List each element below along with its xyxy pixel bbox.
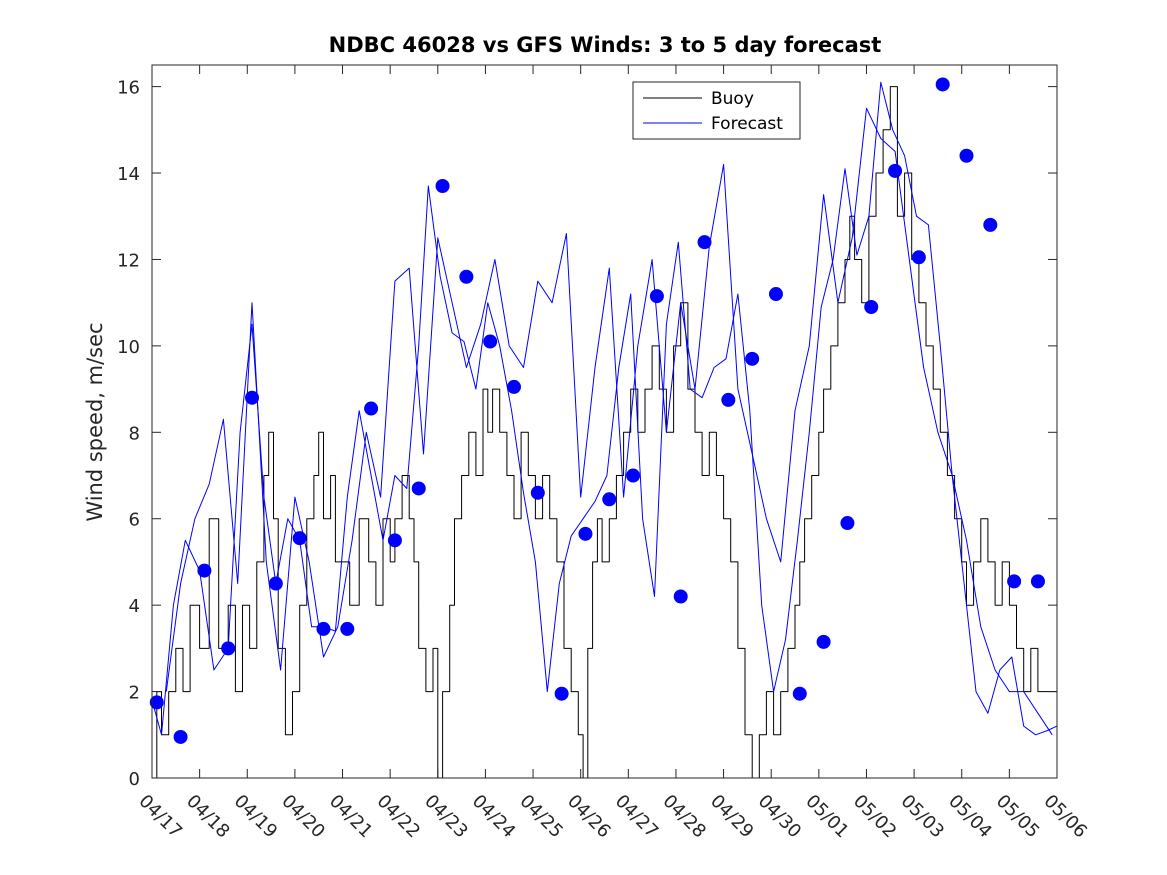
forecast-marker [649,289,664,304]
forecast-marker [268,576,283,591]
legend-label-buoy: Buoy [711,89,754,109]
forecast-line-2 [165,107,1053,736]
forecast-marker [911,250,926,265]
y-axis-label: Wind speed, m/sec [83,322,107,521]
buoy-line [152,86,1057,779]
forecast-marker [673,589,688,604]
legend-label-forecast: Forecast [711,114,783,134]
plot-area [152,65,1057,778]
forecast-marker [864,299,879,314]
forecast-marker [245,390,260,405]
forecast-marker [221,641,236,656]
forecast-marker [840,516,855,531]
legend: Buoy Forecast [632,81,801,140]
y-tick-label: 12 [117,250,140,271]
forecast-marker [1007,574,1022,589]
forecast-marker [530,485,545,500]
forecast-marker [959,148,974,163]
forecast-marker [340,621,355,636]
forecast-marker [935,77,950,92]
forecast-marker [602,492,617,507]
y-tick-label: 4 [129,596,140,617]
forecast-marker [888,163,903,178]
forecast-marker [459,269,474,284]
y-tick-label: 8 [129,423,140,444]
forecast-marker [816,634,831,649]
series-layer [151,81,1058,779]
y-tick-label: 6 [129,510,140,531]
forecast-marker [745,351,760,366]
y-tick-label: 2 [129,683,140,704]
forecast-marker [149,695,164,710]
forecast-marker [364,401,379,416]
forecast-marker [197,563,212,578]
forecast-marker [411,481,426,496]
forecast-marker [697,235,712,250]
forecast-marker [387,533,402,548]
forecast-marker [983,217,998,232]
forecast-marker [721,392,736,407]
y-tick-label: 16 [117,78,140,99]
forecast-marker [435,178,450,193]
forecast-marker [483,334,498,349]
y-axis: 0 2 4 6 8 10 12 14 16 [117,78,1057,790]
chart-title: NDBC 46028 vs GFS Winds: 3 to 5 day fore… [329,33,882,57]
legend-box [632,81,801,140]
forecast-marker [173,729,188,744]
forecast-marker [768,287,783,302]
forecast-marker [1030,574,1045,589]
forecast-marker [292,531,307,546]
y-tick-label: 10 [117,337,140,358]
plot-frame [151,64,1058,779]
forecast-line-1 [151,81,1058,736]
forecast-marker [792,686,807,701]
forecast-marker [316,621,331,636]
forecast-marker [578,526,593,541]
y-tick-label: 14 [117,164,140,185]
marker-layer [149,77,1045,744]
forecast-marker [626,468,641,483]
forecast-marker [554,686,569,701]
y-tick-label: 0 [129,769,140,790]
forecast-marker [507,379,521,394]
